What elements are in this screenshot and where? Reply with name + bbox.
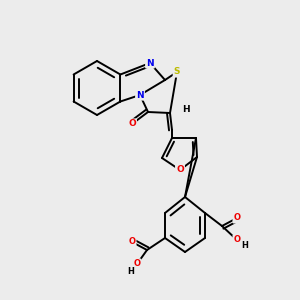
Text: N: N [136,91,144,100]
Text: O: O [233,236,241,244]
Text: H: H [182,104,190,113]
Text: N: N [146,58,154,68]
Text: H: H [242,241,248,250]
Text: H: H [128,266,134,275]
Text: S: S [174,68,180,76]
Text: O: O [233,214,241,223]
Text: O: O [128,238,136,247]
Text: O: O [134,260,140,268]
Text: O: O [176,166,184,175]
Text: O: O [128,119,136,128]
